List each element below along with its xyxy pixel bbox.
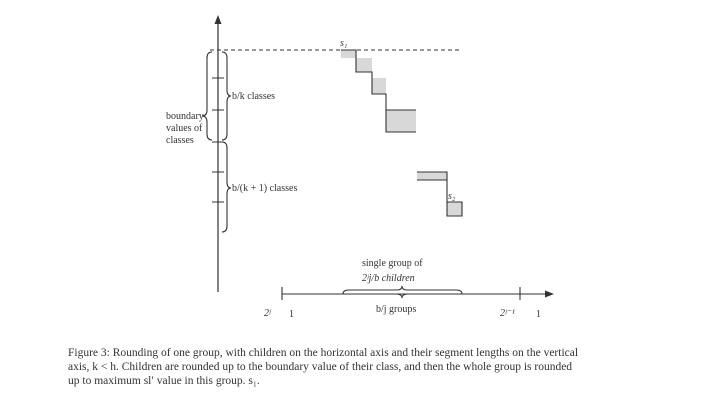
shade-region [372,78,386,94]
label-boundary-2: values of [166,123,203,134]
brace-bk [221,51,232,141]
shade-region [386,110,416,132]
shaded-regions [341,50,462,216]
shade-region [356,58,372,72]
caption-line: up to maximum sl′ value in this group. s… [68,375,260,387]
figure-caption: Figure 3: Rounding of one group, with ch… [68,346,688,388]
label-boundary-1: boundary [166,111,204,122]
label-single-group-1: single group of [362,258,423,269]
label-x-one-right: 1 [536,309,541,320]
brace-bk1 [221,141,232,233]
label-x-one-left: 1 [289,309,294,320]
label-bk-classes: b/k classes [232,91,275,102]
horizontal-axis-arrow [545,290,554,298]
shade-region [447,202,462,216]
caption-line: axis, k < h. Children are rounded up to … [68,361,573,373]
label-s1: s₁ [340,38,347,49]
brace-boundary [201,51,213,141]
label-bj-groups: b/j groups [376,304,416,315]
label-bk1-classes: b/(k + 1) classes [232,183,297,194]
vertical-axis-arrow [214,15,222,24]
staircase-upper [341,49,416,133]
caption-line: Figure 3: Rounding of one group, with ch… [68,347,579,359]
label-x-right: 2ʲ⁻¹ [500,308,515,319]
brace-bj-groups [395,293,409,299]
label-s2: s₂ [448,191,456,202]
staircase-lower [417,171,463,217]
brace-single-group [342,285,463,295]
label-boundary-3: classes [166,135,194,146]
label-single-group-2: 2ʲj/b children [362,273,415,284]
shade-region [341,50,356,58]
shade-region [417,172,447,180]
label-x-left: 2ʲ [264,308,271,319]
